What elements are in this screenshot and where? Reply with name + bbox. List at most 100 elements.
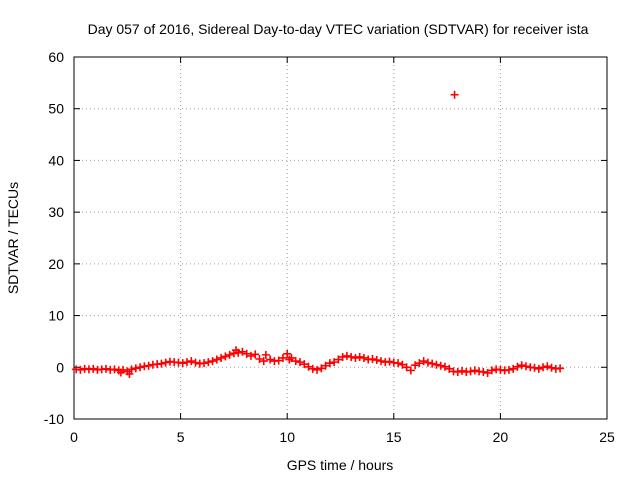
data-point: [131, 364, 140, 373]
data-point: [521, 362, 530, 371]
data-point: [119, 365, 128, 374]
data-point: [372, 356, 381, 365]
y-tick-label: -10: [44, 411, 64, 427]
data-point: [136, 363, 145, 372]
data-point: [204, 358, 213, 367]
data-point: [487, 366, 496, 375]
x-tick-label: 10: [279, 429, 295, 445]
data-point: [402, 363, 411, 372]
data-point: [539, 363, 548, 372]
data-point: [445, 364, 454, 373]
data-point: [377, 357, 386, 366]
data-point: [504, 365, 513, 374]
data-point: [308, 364, 317, 373]
data-point: [238, 347, 247, 356]
x-axis-label: GPS time / hours: [287, 457, 394, 473]
y-axis-ticks: -10 0 10 20 30 40 50 60: [44, 49, 607, 427]
x-tick-label: 25: [599, 429, 615, 445]
data-point: [325, 359, 334, 368]
data-point: [127, 365, 136, 374]
data-point: [182, 358, 191, 367]
data-point: [432, 360, 441, 369]
data-point: [274, 356, 283, 365]
data-point: [208, 357, 217, 366]
data-point: [246, 351, 255, 360]
x-tick-label: 15: [386, 429, 402, 445]
data-point: [368, 355, 377, 364]
data-point: [110, 365, 119, 374]
chart-title: Day 057 of 2016, Sidereal Day-to-day VTE…: [88, 21, 589, 37]
data-point: [406, 366, 415, 375]
data-point: [125, 370, 134, 379]
data-point: [278, 353, 287, 362]
y-tick-label: 20: [48, 256, 64, 272]
data-point: [334, 355, 343, 364]
data-point: [556, 364, 565, 373]
data-point: [261, 350, 270, 359]
data-point: [330, 358, 339, 367]
y-tick-label: 60: [48, 49, 64, 65]
y-tick-label: 10: [48, 308, 64, 324]
data-point: [517, 361, 526, 370]
data-point: [313, 365, 322, 374]
data-point: [483, 368, 492, 377]
y-tick-label: 0: [56, 359, 64, 375]
data-point: [266, 355, 275, 364]
data-point: [394, 359, 403, 368]
data-point: [411, 361, 420, 370]
data-point: [458, 366, 467, 375]
data-point: [440, 362, 449, 371]
data-point: [398, 360, 407, 369]
y-axis-label: SDTVAR / TECUs: [5, 182, 21, 294]
data-point: [283, 349, 292, 358]
data-point: [342, 351, 351, 360]
y-tick-label: 40: [48, 152, 64, 168]
data-point: [470, 366, 479, 375]
y-tick-label: 50: [48, 101, 64, 117]
data-points: [72, 90, 565, 379]
data-point: [212, 355, 221, 364]
data-point: [200, 359, 209, 368]
data-point: [259, 357, 268, 366]
data-point: [144, 361, 153, 370]
data-point: [300, 360, 309, 369]
data-point: [436, 361, 445, 370]
x-tick-label: 5: [177, 429, 185, 445]
data-point: [255, 355, 264, 364]
data-point: [338, 352, 347, 361]
data-point: [453, 367, 462, 376]
data-point: [513, 362, 522, 371]
data-point: [304, 362, 313, 371]
data-point: [157, 359, 166, 368]
data-point: [479, 367, 488, 376]
data-point: [428, 359, 437, 368]
data-point: [450, 90, 459, 99]
data-point: [291, 357, 300, 366]
data-point: [321, 361, 330, 370]
x-tick-label: 0: [70, 429, 78, 445]
data-point: [359, 353, 368, 362]
data-point: [187, 357, 196, 366]
data-point: [251, 350, 260, 359]
data-point: [347, 352, 356, 361]
data-point: [234, 348, 243, 357]
x-tick-label: 20: [493, 429, 509, 445]
y-tick-label: 30: [48, 204, 64, 220]
x-axis-ticks: 0 5 10 15 20 25: [70, 57, 615, 445]
data-point: [466, 367, 475, 376]
data-point: [295, 358, 304, 367]
data-point: [415, 359, 424, 368]
data-point: [178, 359, 187, 368]
data-point: [355, 352, 364, 361]
data-point: [217, 353, 226, 362]
data-point: [76, 365, 85, 374]
data-point: [351, 353, 360, 362]
data-point: [221, 352, 230, 361]
data-point: [287, 353, 296, 362]
data-point: [385, 357, 394, 366]
data-point: [317, 364, 326, 373]
data-point: [509, 364, 518, 373]
data-point: [419, 357, 428, 366]
data-point: [101, 364, 110, 373]
